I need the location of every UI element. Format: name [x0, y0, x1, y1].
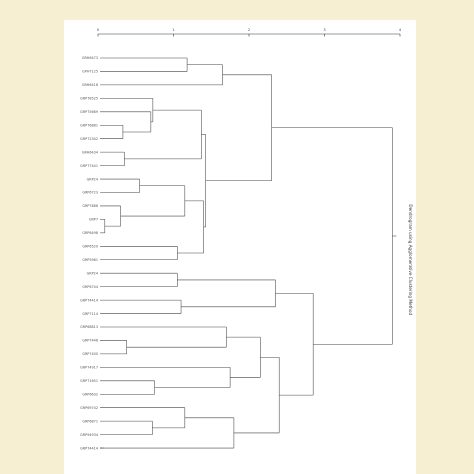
leaf-label: GRH6434 — [82, 150, 98, 154]
leaf-label: GPH7125 — [82, 70, 98, 74]
distance-axis: 0 1 2 3 4 — [97, 28, 402, 37]
leaf-labels: GRH6473 GPH7125 GRH6418 GRP78525 GRP75669 GRP… — [80, 56, 98, 450]
axis-tick-label: 4 — [399, 28, 402, 32]
leaf-label: GRP6744 — [82, 285, 98, 289]
leaf-label: GRP77441 — [80, 164, 98, 168]
leaf-label: GRP7446 — [82, 339, 98, 343]
figure-panel: 0 1 2 3 4 GRH6473 GPH7125 GRH6418 GRP78525 GRP75… — [64, 20, 416, 474]
leaf-label: GRP7886 — [82, 204, 98, 208]
leaf-label: GRP6723 — [82, 191, 98, 195]
leaf-label: GRP74414 — [80, 446, 98, 450]
leaf-label: GRP7 — [89, 218, 98, 222]
leaf-label: GRP6498 — [82, 231, 98, 235]
leaf-label: GRP75669 — [80, 110, 98, 114]
axis-tick-label: 3 — [323, 28, 325, 32]
axis-tick-label: 1 — [172, 28, 174, 32]
leaf-label: GRH6473 — [82, 56, 98, 60]
leaf-label: GRP72342 — [80, 137, 98, 141]
leaf-label: GRP74414 — [80, 298, 98, 302]
leaf-label: GRP6871 — [82, 419, 98, 423]
leaf-label: GRP6632 — [82, 392, 98, 396]
leaf-label: GRP69742 — [80, 406, 98, 410]
dendrogram-side-label: Dendrogram using Agglomerative Clusterin… — [408, 204, 413, 315]
axis-tick-label: 0 — [97, 28, 100, 32]
leaf-label: GRP7400 — [82, 352, 98, 356]
leaf-label: GRP6520 — [82, 245, 98, 249]
leaf-label: GRP24 — [87, 177, 98, 181]
leaf-label: GRP71651 — [80, 379, 98, 383]
dendrogram-links — [100, 57, 397, 449]
leaf-label: GRH6418 — [82, 83, 98, 87]
leaf-label: GRP94934 — [80, 433, 98, 437]
leaf-label: GRP74917 — [80, 366, 98, 370]
leaf-label: GRP5981 — [82, 258, 98, 262]
leaf-label: GRP68813 — [80, 325, 98, 329]
leaf-label: GRP24 — [87, 271, 98, 275]
leaf-label: GRP78525 — [80, 97, 98, 101]
leaf-label: GRP7114 — [82, 312, 98, 316]
axis-tick-label: 2 — [248, 28, 250, 32]
leaf-label: GRP76881 — [80, 123, 98, 127]
dendrogram-chart: 0 1 2 3 4 GRH6473 GPH7125 GRH6418 GRP78525 GRP75… — [80, 28, 413, 450]
